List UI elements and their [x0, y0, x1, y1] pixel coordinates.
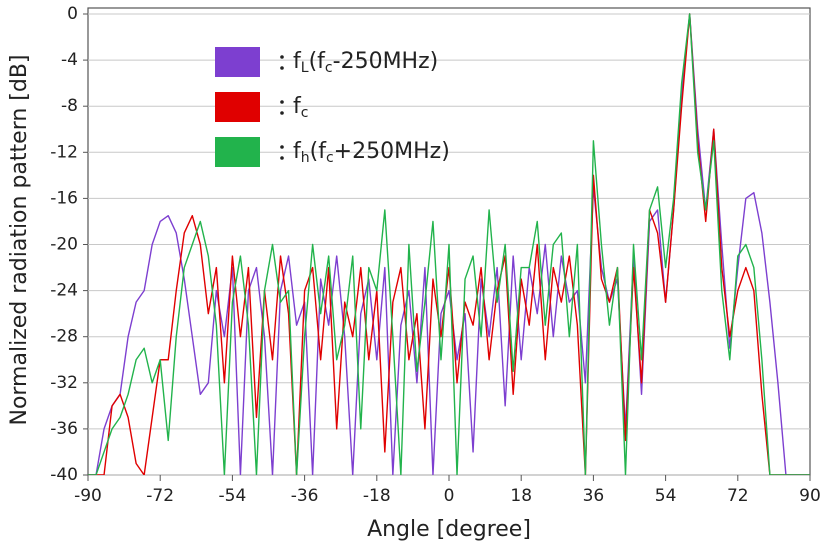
x-tick-label: -36	[291, 486, 319, 506]
y-tick-label: 0	[67, 4, 78, 24]
plot-lines	[88, 13, 810, 475]
legend-colon	[280, 66, 284, 70]
y-tick-label: -28	[50, 327, 78, 347]
y-tick-label: -8	[61, 96, 78, 116]
series-line	[88, 13, 810, 475]
y-tick-label: -4	[61, 50, 78, 70]
legend-colon	[280, 111, 284, 115]
x-tick-label: -54	[219, 486, 247, 506]
x-tick-label: -18	[363, 486, 391, 506]
y-tick-label: -12	[50, 142, 78, 162]
legend-colon	[280, 145, 284, 149]
x-tick-label: 18	[510, 486, 532, 506]
legend-swatch	[215, 92, 260, 122]
y-tick-label: -36	[50, 419, 78, 439]
x-tick-label: -90	[74, 486, 102, 506]
x-tick-label: 90	[799, 486, 821, 506]
x-axis-title: Angle [degree]	[367, 517, 531, 542]
legend-colon	[280, 55, 284, 59]
y-tick-label: -20	[50, 235, 78, 255]
x-tick-label: -72	[146, 486, 174, 506]
y-tick-label: -40	[50, 465, 78, 485]
plot-area	[87, 7, 811, 476]
x-tick-label: 0	[444, 486, 455, 506]
legend-label: fc	[293, 94, 308, 121]
legend-colon	[280, 100, 284, 104]
legend-colon	[280, 156, 284, 160]
y-tick-label: -24	[50, 281, 78, 301]
y-tick-label: -16	[50, 188, 78, 208]
x-tick-label: 72	[727, 486, 749, 506]
x-tick-label: 54	[655, 486, 677, 506]
y-tick-label: -32	[50, 373, 78, 393]
legend-swatch	[215, 137, 260, 167]
legend-label: fh(fc+250MHz)	[293, 139, 450, 166]
x-tick-label: 36	[583, 486, 605, 506]
legend-label: fL(fc-250MHz)	[293, 49, 438, 76]
y-axis-title: Normalized radiation pattern [dB]	[7, 54, 32, 425]
legend-swatch	[215, 47, 260, 77]
